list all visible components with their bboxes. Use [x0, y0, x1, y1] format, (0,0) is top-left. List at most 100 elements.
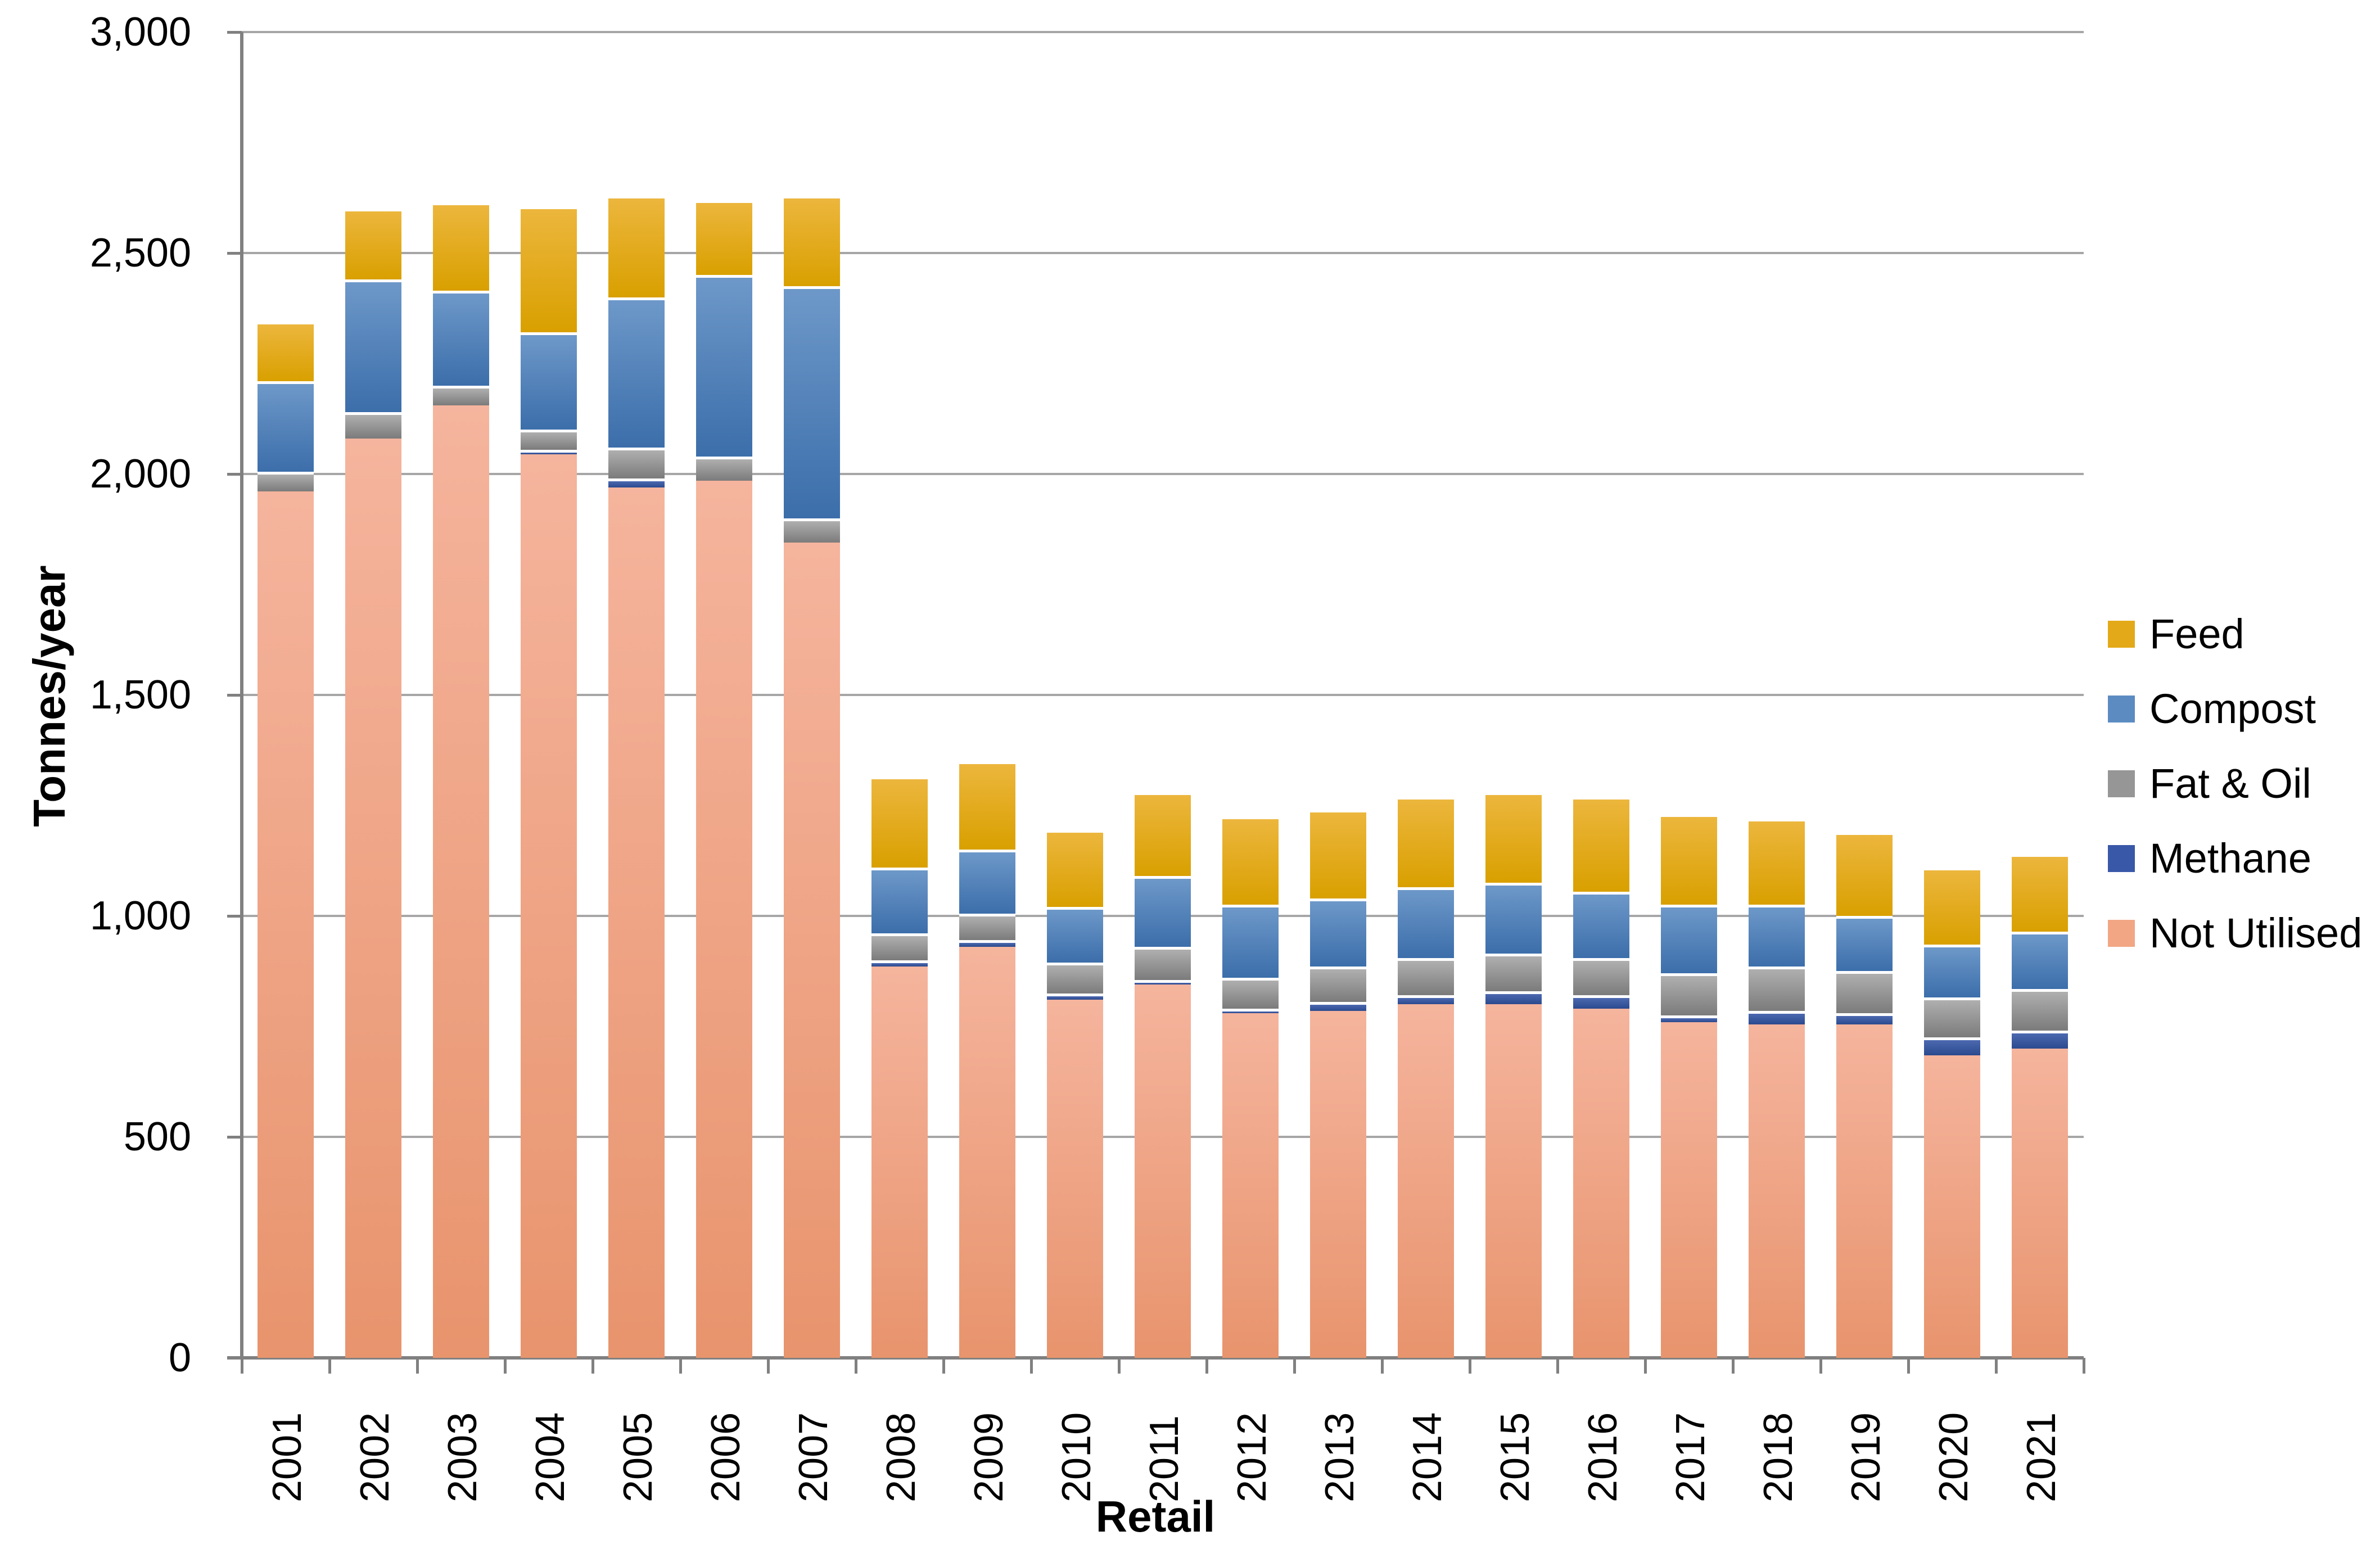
bar-segment-2021-compost: [2012, 931, 2068, 989]
bar-segment-2017-methane: [1661, 1015, 1717, 1022]
bar-segment-2017-compost: [1661, 905, 1717, 974]
bar-segment-2003-feed: [433, 202, 489, 291]
bar-segment-2012-feed: [1222, 816, 1279, 905]
x-axis-tick: [241, 1358, 243, 1374]
bar-segment-2001-feed: [258, 321, 314, 381]
bar-segment-2002-fat-oil: [345, 412, 401, 439]
bar-segment-2004-not-utilised: [521, 454, 577, 1358]
legend-swatch-icon: [2108, 696, 2135, 722]
bar-segment-2004-compost: [521, 332, 577, 430]
bar-segment-2006-fat-oil: [696, 456, 752, 481]
x-axis-tick: [1205, 1358, 1208, 1374]
bar-segment-2010-feed: [1047, 829, 1103, 907]
legend-swatch-icon: [2108, 920, 2135, 947]
bar-segment-2004-fat-oil: [521, 430, 577, 450]
bar-segment-2020-fat-oil: [1924, 997, 1980, 1038]
x-axis-tick: [1030, 1358, 1033, 1374]
bar-segment-2011-methane: [1135, 979, 1191, 985]
x-axis-tick: [1381, 1358, 1384, 1374]
bar-segment-2003-compost: [433, 290, 489, 386]
bar-segment-2005-not-utilised: [608, 487, 665, 1358]
bar-segment-2015-feed: [1485, 792, 1542, 883]
bar-segment-2014-methane: [1398, 995, 1454, 1005]
bar-segment-2011-not-utilised: [1135, 984, 1191, 1358]
x-axis-tick: [2083, 1358, 2085, 1374]
x-axis-line: [227, 1356, 2084, 1360]
x-axis-tick-label: 2010: [1054, 1412, 1099, 1502]
bar-segment-2013-feed: [1310, 810, 1366, 898]
y-axis-tick: [227, 252, 242, 255]
y-axis-tick: [227, 1136, 242, 1139]
bar-segment-2021-feed: [2012, 853, 2068, 932]
legend-label: Feed: [2149, 611, 2244, 657]
bar-segment-2009-fat-oil: [959, 914, 1015, 941]
y-axis-tick-label: 0: [168, 1335, 191, 1380]
x-axis-tick: [942, 1358, 945, 1374]
x-axis-tick: [1907, 1358, 1910, 1374]
bar-segment-2007-not-utilised: [784, 542, 840, 1358]
x-axis-tick-label: 2013: [1317, 1412, 1362, 1502]
bar-segment-2016-methane: [1573, 995, 1629, 1009]
bar-segment-2010-compost: [1047, 907, 1103, 963]
x-axis-tick-label: 2006: [703, 1412, 748, 1502]
x-axis-tick-label: 2003: [440, 1412, 485, 1502]
bar-segment-2011-feed: [1135, 792, 1191, 877]
legend-label: Not Utilised: [2149, 910, 2363, 956]
x-axis-tick: [1556, 1358, 1559, 1374]
x-axis-tick: [1293, 1358, 1296, 1374]
gridline-3000: [242, 31, 2084, 33]
x-axis-tick: [328, 1358, 331, 1374]
x-axis-tick-label: 2021: [2019, 1412, 2064, 1502]
bar-segment-2008-methane: [871, 960, 928, 967]
bar-segment-2006-not-utilised: [696, 480, 752, 1358]
bar-segment-2021-methane: [2012, 1031, 2068, 1049]
bar-segment-2019-compost: [1836, 916, 1893, 972]
bar-segment-2007-feed: [784, 195, 840, 286]
bar-segment-2009-not-utilised: [959, 947, 1015, 1358]
x-axis-tick-label: 2002: [353, 1412, 398, 1502]
x-axis-tick: [679, 1358, 682, 1374]
gridline-2000: [242, 473, 2084, 475]
bar-segment-2020-methane: [1924, 1037, 1980, 1055]
x-axis-tick: [855, 1358, 857, 1374]
bar-segment-2013-fat-oil: [1310, 967, 1366, 1002]
bar-segment-2005-feed: [608, 195, 665, 297]
bar-segment-2007-fat-oil: [784, 518, 840, 543]
legend-swatch-icon: [2108, 770, 2135, 797]
bar-segment-2015-not-utilised: [1485, 1004, 1542, 1358]
bar-segment-2009-compost: [959, 850, 1015, 914]
x-axis-tick-label: 2017: [1668, 1412, 1713, 1502]
bar-segment-2015-fat-oil: [1485, 953, 1542, 991]
x-axis-tick-label: 2018: [1756, 1412, 1801, 1502]
bar-segment-2016-compost: [1573, 891, 1629, 958]
bar-segment-2005-compost: [608, 297, 665, 448]
bar-segment-2005-fat-oil: [608, 447, 665, 478]
x-axis-tick: [1995, 1358, 1998, 1374]
bar-segment-2018-not-utilised: [1749, 1024, 1805, 1358]
bar-segment-2003-fat-oil: [433, 385, 489, 406]
bar-segment-2016-fat-oil: [1573, 958, 1629, 996]
bar-segment-2013-not-utilised: [1310, 1010, 1366, 1358]
x-axis-tick: [1732, 1358, 1735, 1374]
x-axis-tick-label: 2001: [265, 1412, 310, 1502]
gridline-1500: [242, 694, 2084, 696]
bar-segment-2019-methane: [1836, 1013, 1893, 1024]
bar-segment-2005-methane: [608, 478, 665, 487]
bar-segment-2015-compost: [1485, 883, 1542, 954]
x-axis-tick-label: 2008: [879, 1412, 924, 1502]
y-axis-tick-label: 3,000: [89, 10, 191, 55]
bar-segment-2021-fat-oil: [2012, 988, 2068, 1031]
bar-segment-2012-fat-oil: [1222, 978, 1279, 1009]
x-axis-title: Retail: [1095, 1492, 1216, 1541]
x-axis-tick: [1118, 1358, 1121, 1374]
bar-segment-2019-not-utilised: [1836, 1024, 1893, 1358]
bar-segment-2020-feed: [1924, 867, 1980, 945]
x-axis-tick-label: 2005: [616, 1412, 661, 1502]
bar-segment-2021-not-utilised: [2012, 1048, 2068, 1358]
bar-segment-2006-feed: [696, 200, 752, 276]
bar-segment-2002-not-utilised: [345, 439, 401, 1358]
bar-segment-2018-fat-oil: [1749, 967, 1805, 1011]
legend-swatch-icon: [2108, 845, 2135, 872]
y-axis-tick: [227, 694, 242, 697]
y-axis-tick-label: 1,000: [89, 893, 191, 938]
